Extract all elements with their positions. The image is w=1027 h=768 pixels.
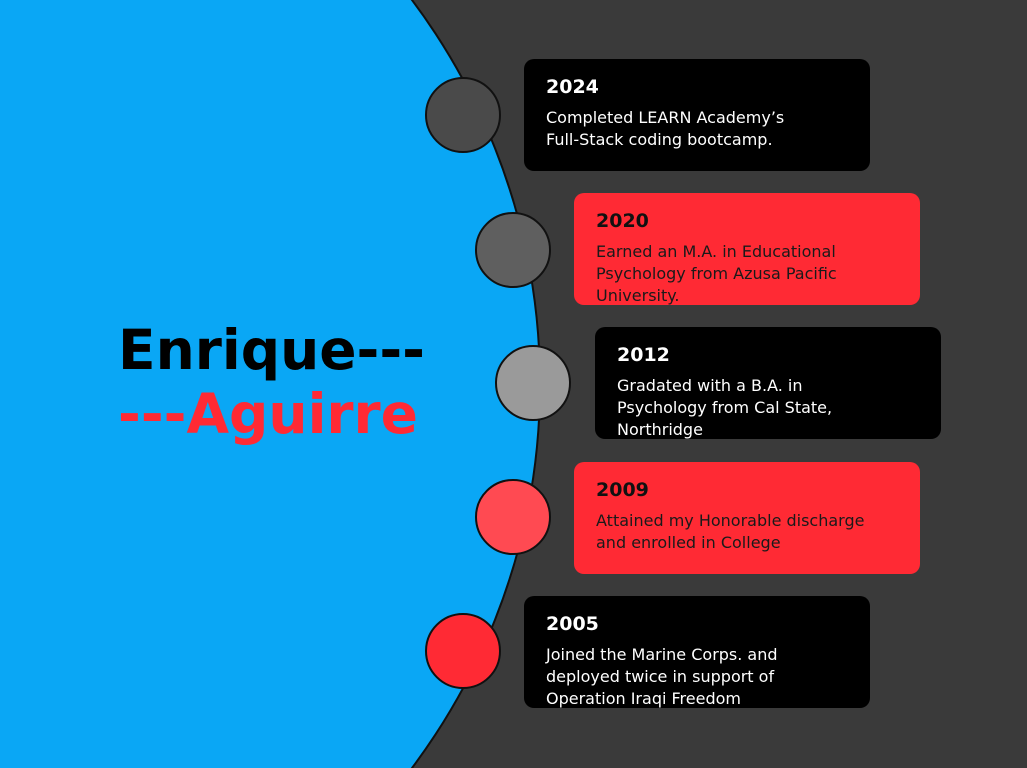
- card-year: 2024: [546, 76, 599, 98]
- card-description: Completed LEARN Academy’s Full-Stack cod…: [546, 107, 850, 151]
- card-line: Full-Stack coding bootcamp.: [546, 130, 773, 149]
- card-year: 2012: [617, 344, 670, 366]
- timeline-card-2009: 2009 Attained my Honorable discharge and…: [574, 462, 920, 574]
- card-line: Psychology from Cal State,: [617, 398, 833, 417]
- card-description: Earned an M.A. in Educational Psychology…: [596, 241, 900, 307]
- card-line: Attained my Honorable discharge: [596, 511, 865, 530]
- card-line: Gradated with a B.A. in: [617, 376, 803, 395]
- card-line: and enrolled in College: [596, 533, 781, 552]
- card-description: Attained my Honorable discharge and enro…: [596, 510, 900, 554]
- card-line: Joined the Marine Corps. and: [546, 645, 778, 664]
- timeline-dot-2024: [425, 77, 501, 153]
- card-description: Gradated with a B.A. in Psychology from …: [617, 375, 921, 441]
- card-year: 2005: [546, 613, 599, 635]
- name-title: Enrique--- ---Aguirre: [118, 318, 478, 446]
- timeline-card-2012: 2012 Gradated with a B.A. in Psychology …: [595, 327, 941, 439]
- card-line: Psychology from Azusa Pacific: [596, 264, 837, 283]
- card-line: University.: [596, 286, 680, 305]
- card-year: 2009: [596, 479, 649, 501]
- card-year: 2020: [596, 210, 649, 232]
- timeline-card-2024: 2024 Completed LEARN Academy’s Full-Stac…: [524, 59, 870, 171]
- timeline-dot-2020: [475, 212, 551, 288]
- last-name: ---Aguirre: [118, 382, 418, 446]
- card-line: Earned an M.A. in Educational: [596, 242, 836, 261]
- timeline-card-2020: 2020 Earned an M.A. in Educational Psych…: [574, 193, 920, 305]
- card-line: Northridge: [617, 420, 703, 439]
- card-line: Completed LEARN Academy’s: [546, 108, 785, 127]
- timeline-dot-2009: [475, 479, 551, 555]
- card-line: Operation Iraqi Freedom: [546, 689, 741, 708]
- card-line: deployed twice in support of: [546, 667, 775, 686]
- timeline-dot-2012: [495, 345, 571, 421]
- first-name: Enrique---: [118, 318, 426, 382]
- timeline-dot-2005: [425, 613, 501, 689]
- timeline-card-2005: 2005 Joined the Marine Corps. and deploy…: [524, 596, 870, 708]
- card-description: Joined the Marine Corps. and deployed tw…: [546, 644, 850, 710]
